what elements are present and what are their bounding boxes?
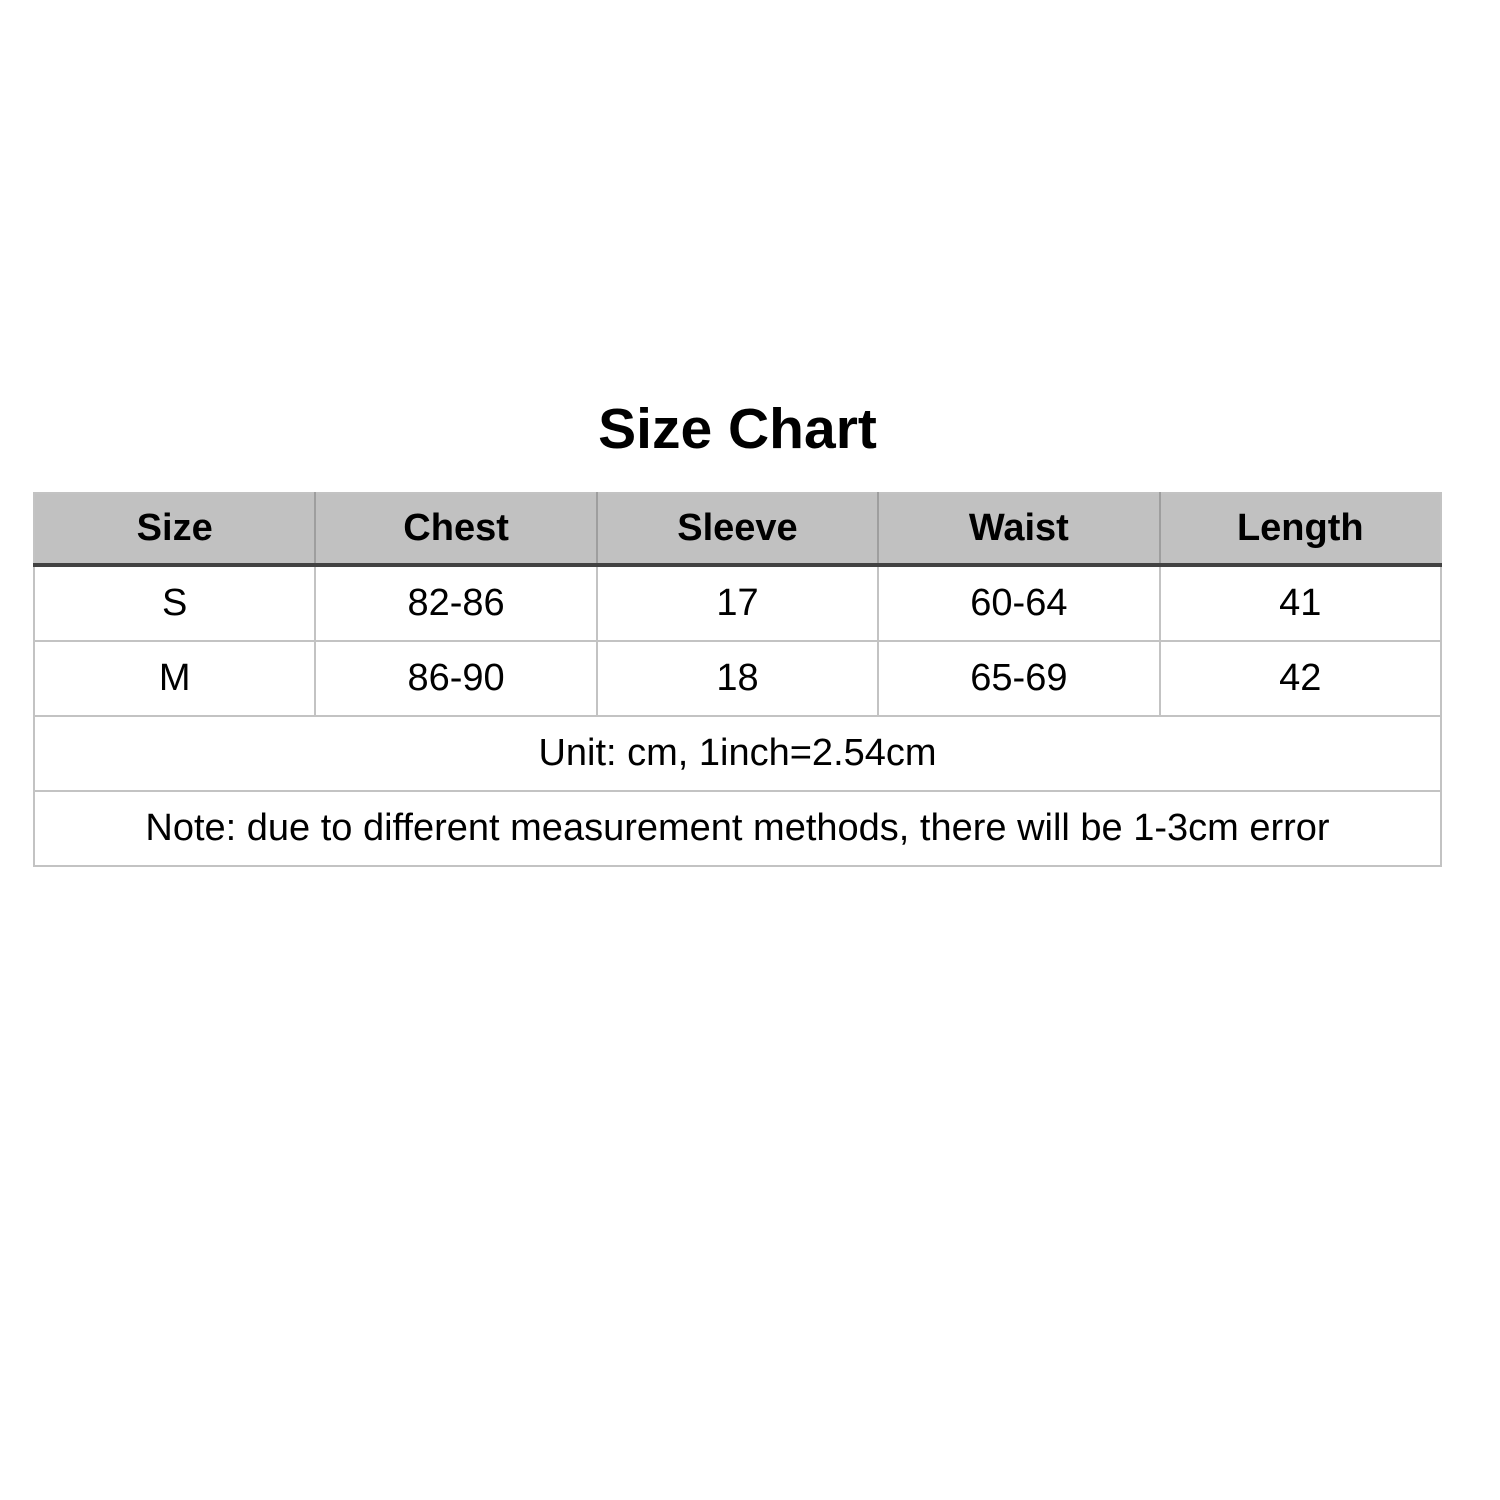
table-row-unit-note: Unit: cm, 1inch=2.54cm — [33, 715, 1442, 792]
table-body: S 82-86 17 60-64 41 M 86-90 18 65-69 42 … — [32, 564, 1443, 867]
column-header-waist: Waist — [877, 492, 1161, 567]
cell-m-chest: 86-90 — [314, 640, 598, 717]
table-header: Size Chest Sleeve Waist Length — [32, 492, 1443, 567]
column-header-sleeve: Sleeve — [595, 492, 880, 567]
cell-s-waist: 60-64 — [877, 564, 1161, 642]
cell-m-size: M — [32, 640, 317, 717]
measurement-note-cell: Note: due to different measurement metho… — [33, 790, 1442, 867]
cell-m-length: 42 — [1158, 640, 1443, 717]
table-row-size-s: S 82-86 17 60-64 41 — [32, 564, 1443, 642]
cell-s-length: 41 — [1158, 564, 1443, 642]
cell-s-sleeve: 17 — [595, 564, 880, 642]
unit-note-cell: Unit: cm, 1inch=2.54cm — [33, 715, 1442, 792]
cell-s-size: S — [32, 564, 317, 642]
cell-s-chest: 82-86 — [314, 564, 598, 642]
column-header-length: Length — [1158, 492, 1443, 567]
cell-m-waist: 65-69 — [877, 640, 1161, 717]
column-header-size: Size — [32, 492, 317, 567]
column-header-chest: Chest — [314, 492, 598, 567]
header-row: Size Chest Sleeve Waist Length — [32, 492, 1443, 567]
page-title: Size Chart — [598, 397, 877, 461]
cell-m-sleeve: 18 — [595, 640, 880, 717]
table-row-size-m: M 86-90 18 65-69 42 — [32, 640, 1443, 717]
size-chart-table: Size Chest Sleeve Waist Length S 82-86 1… — [32, 492, 1443, 867]
table-row-measurement-note: Note: due to different measurement metho… — [33, 790, 1442, 867]
